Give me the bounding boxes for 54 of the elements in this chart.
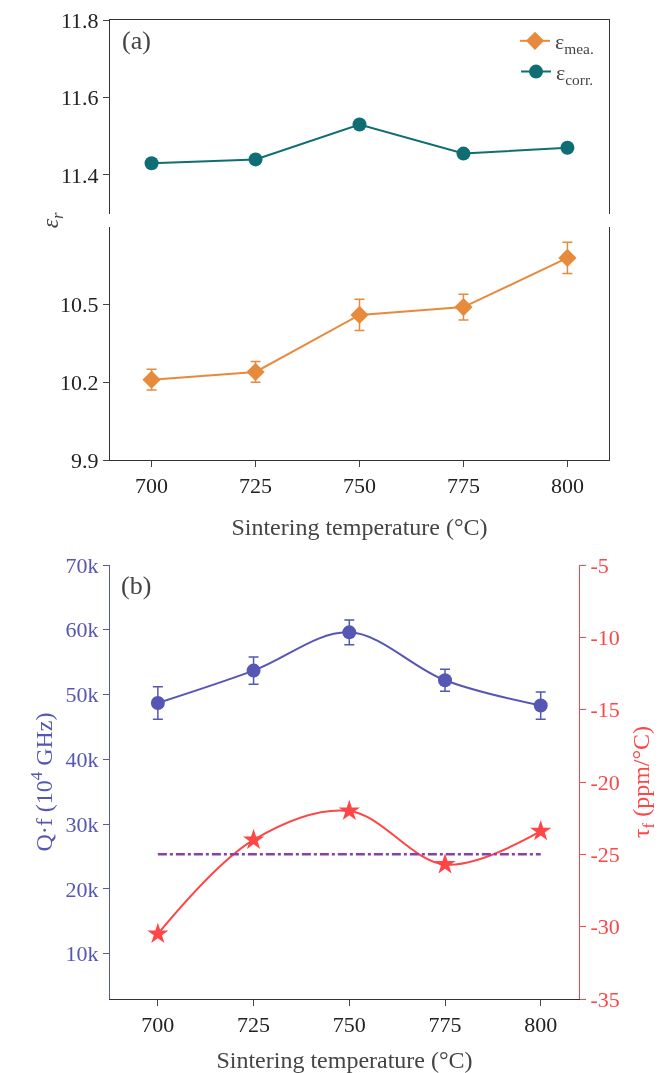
annotation: (b) — [121, 571, 152, 600]
point — [530, 819, 552, 841]
point — [456, 146, 471, 161]
y-tick-label: 20k — [65, 876, 99, 902]
y-tick-label: 11.4 — [60, 162, 99, 188]
point — [438, 673, 452, 688]
y-tick-label: 9.9 — [71, 447, 99, 473]
point — [560, 140, 575, 155]
y-tick-label: 60k — [65, 617, 99, 643]
x-tick-label: 750 — [332, 1012, 366, 1038]
x-axis-title: Sintering temperature (°C) — [216, 1047, 473, 1073]
x-tick-label: 725 — [239, 473, 273, 499]
y2-tick-label: -25 — [590, 842, 620, 868]
point — [342, 625, 357, 640]
point — [147, 922, 169, 943]
y-tick-label: 11.8 — [60, 7, 99, 33]
x-tick-label: 800 — [550, 473, 584, 499]
x-tick-label: 800 — [524, 1012, 558, 1038]
y-tick-label: 10.2 — [60, 369, 99, 395]
y-tick-label: 11.6 — [60, 85, 99, 111]
point — [533, 698, 548, 713]
point — [144, 156, 159, 171]
point — [150, 695, 165, 710]
y-tick-label: 70k — [65, 552, 99, 578]
x-tick-label: 750 — [343, 473, 376, 499]
point — [454, 298, 473, 317]
point — [352, 117, 367, 132]
x-axis-title: Sintering temperature (°C) — [231, 514, 488, 540]
y2-tick-label: -15 — [590, 697, 620, 723]
point — [246, 663, 261, 678]
y-tick-label: 50k — [65, 682, 99, 708]
y-tick-label: 30k — [65, 811, 99, 837]
y2-tick-label: -30 — [590, 914, 620, 940]
x-tick-label: 700 — [141, 1012, 175, 1038]
x-tick-label: 725 — [237, 1012, 271, 1038]
x-tick-label: 700 — [135, 473, 169, 499]
point — [558, 248, 577, 267]
x-tick-label: 775 — [446, 473, 480, 499]
y-tick-label: 10.5 — [60, 292, 99, 318]
y2-tick-label: -5 — [590, 552, 609, 578]
y2-tick-label: -35 — [590, 986, 620, 1012]
y-tick-label: 10k — [65, 941, 99, 967]
legend-label: ε$_{corr.}$ — [556, 60, 594, 88]
x-tick-label: 775 — [428, 1012, 462, 1038]
legend-label: ε$_{mea.}$ — [555, 29, 594, 57]
point — [350, 305, 369, 324]
point — [338, 799, 360, 820]
point — [242, 828, 265, 849]
annotation: (a) — [122, 26, 151, 55]
y-tick-label: 40k — [65, 747, 99, 773]
y2-tick-label: -20 — [590, 769, 620, 795]
point — [434, 853, 456, 874]
y2-tick-label: -10 — [590, 625, 620, 651]
point — [248, 152, 263, 167]
